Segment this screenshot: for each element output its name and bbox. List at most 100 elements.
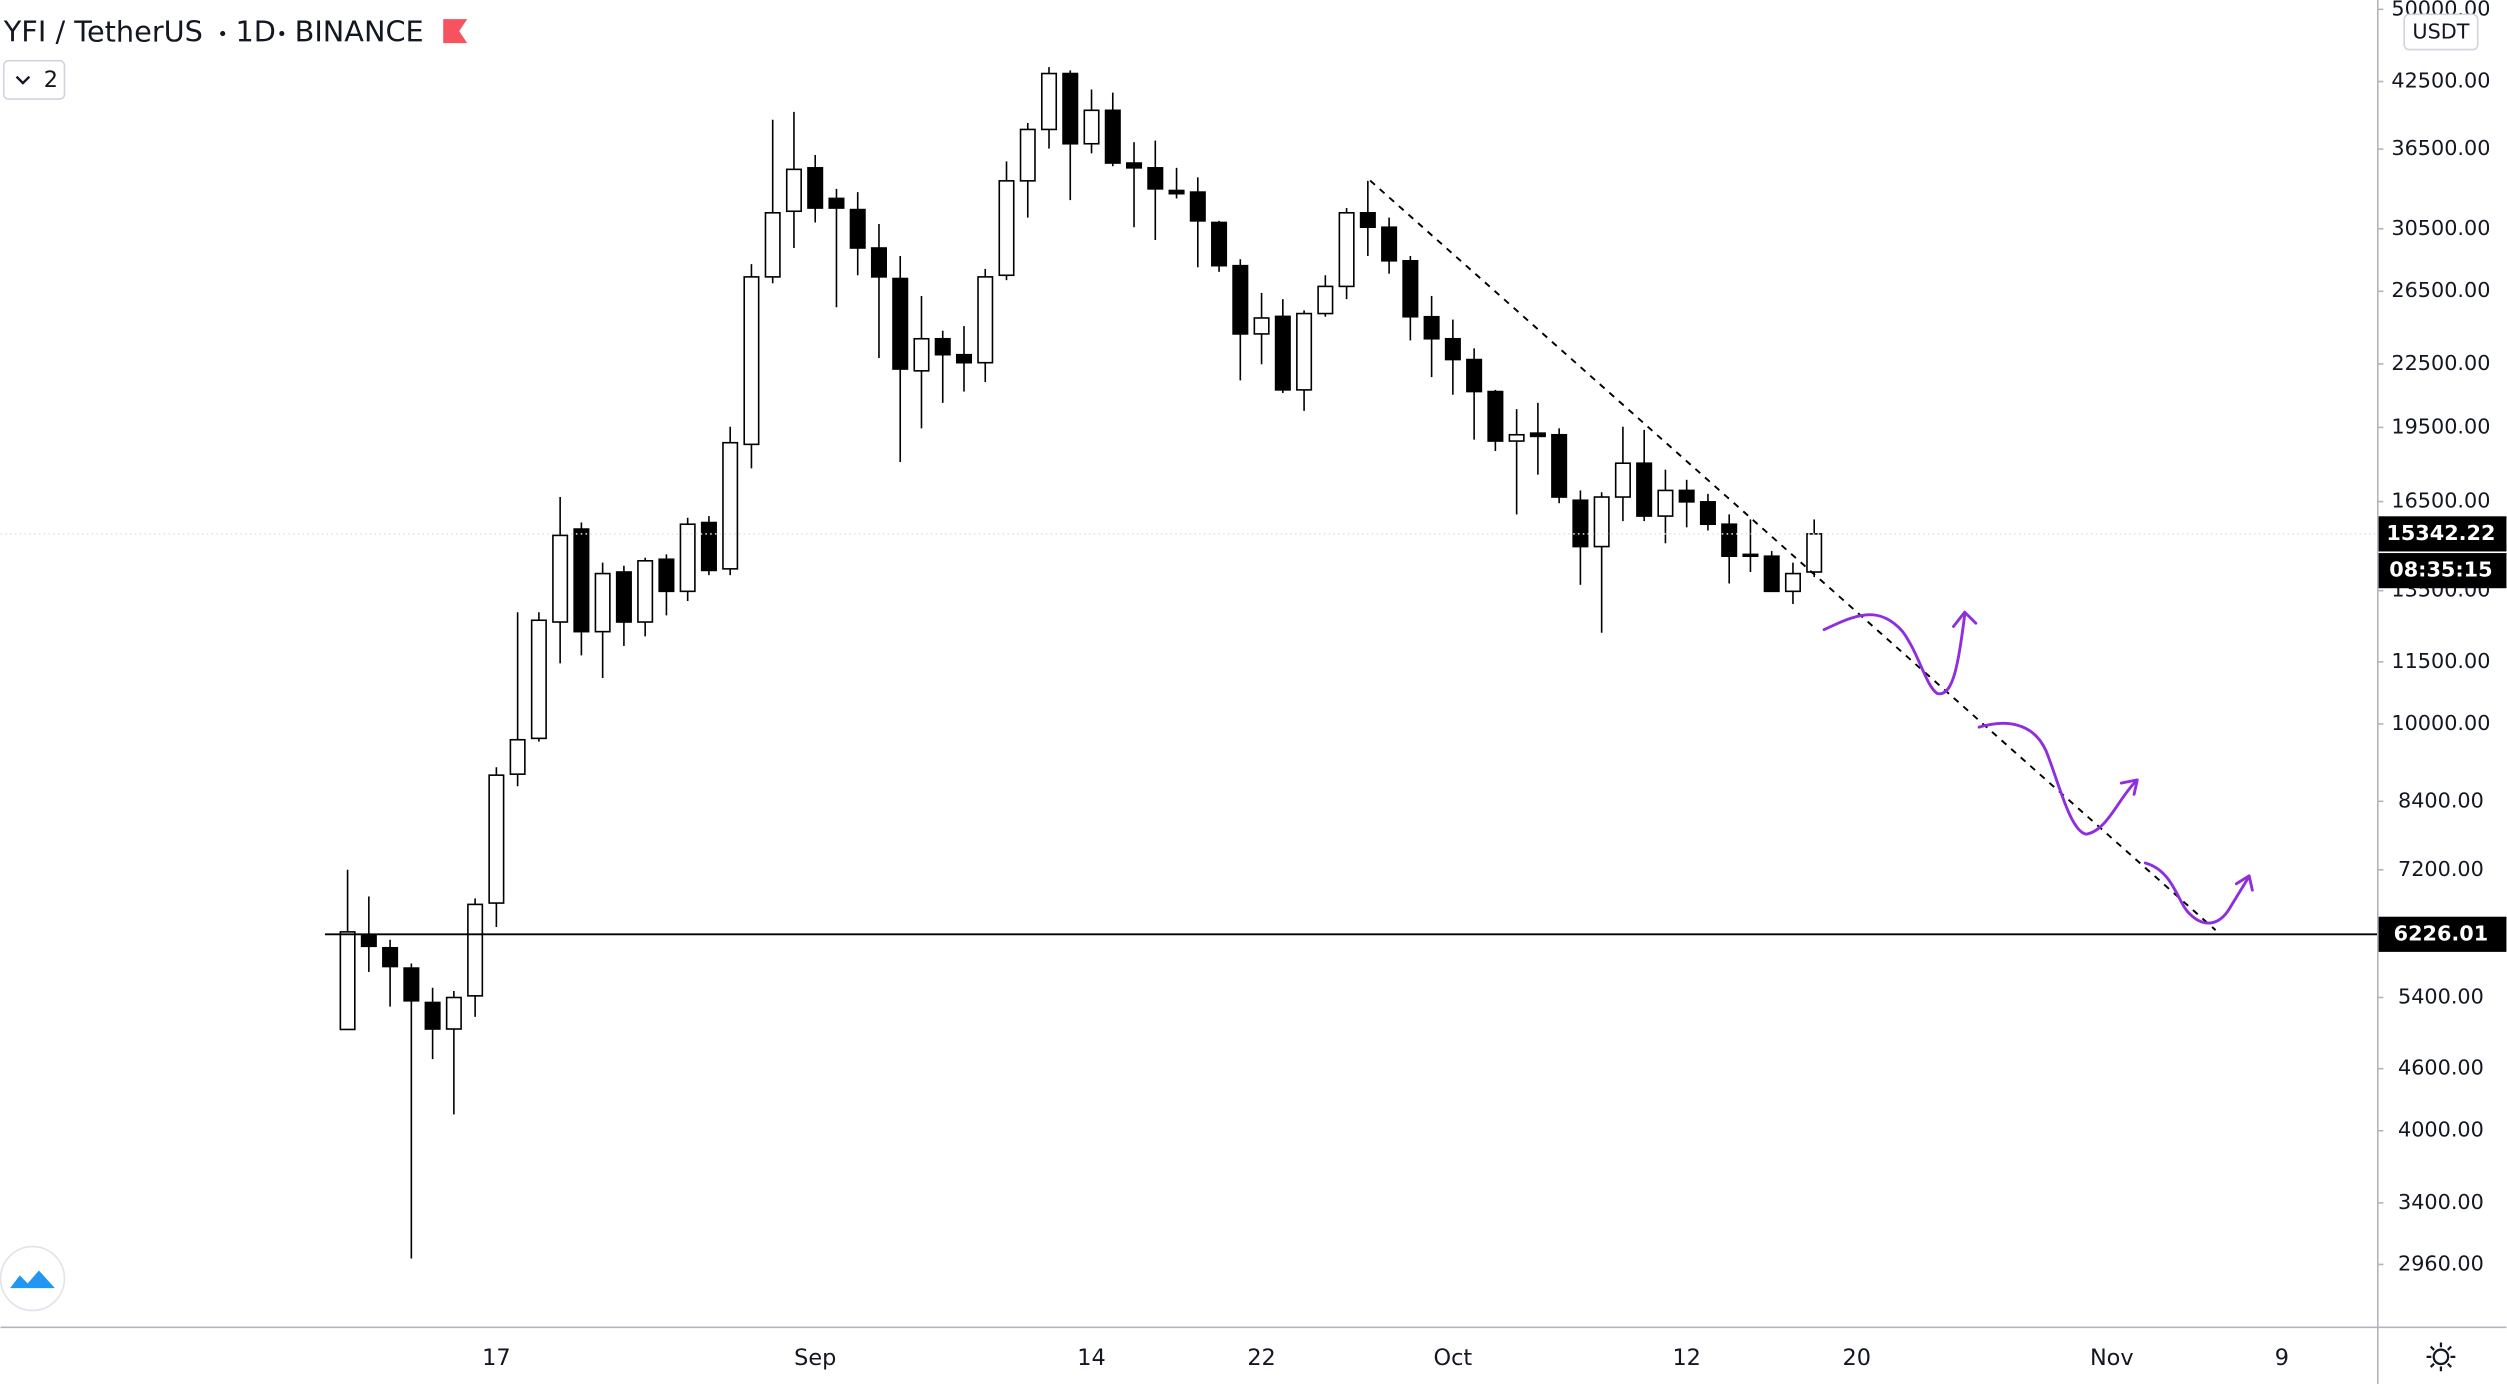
- candle-body: [615, 571, 632, 623]
- y-tick-label: 8400.00: [2398, 788, 2484, 812]
- candle-body: [403, 967, 420, 1002]
- separator: [279, 31, 285, 37]
- candle-body: [1699, 501, 1716, 526]
- price-labels: 15342.22 08:35:15 6226.01: [2378, 516, 2507, 952]
- candle-body: [1444, 337, 1461, 361]
- candle-body: [594, 572, 611, 633]
- candle-body: [1253, 317, 1270, 335]
- candle-body: [530, 619, 547, 740]
- candle-body: [1402, 259, 1419, 318]
- y-tick-label: 4600.00: [2398, 1056, 2484, 1080]
- candle-body: [1529, 432, 1546, 438]
- y-tick-label: 26500.00: [2391, 278, 2490, 302]
- axes: 50000.0042500.0036500.0030500.0026500.00…: [482, 0, 2490, 1371]
- x-tick-label: Oct: [1434, 1345, 1473, 1371]
- candle-body: [998, 180, 1015, 277]
- indicator-toggle[interactable]: 2: [2, 59, 66, 100]
- countdown-label: 08:35:15: [2389, 558, 2492, 582]
- candle-body: [764, 211, 781, 278]
- y-tick-label: 4000.00: [2398, 1118, 2484, 1142]
- candle-body: [977, 276, 994, 364]
- candle-body: [1636, 462, 1653, 517]
- candle-body: [679, 523, 696, 593]
- time-axis-panel: [0, 1327, 2507, 1384]
- candle-body: [849, 208, 866, 249]
- projection-arrow: [2234, 874, 2254, 892]
- y-tick-label: 42500.00: [2391, 69, 2490, 93]
- y-tick-label: 7200.00: [2398, 857, 2484, 881]
- last-price-label: 15342.22: [2386, 521, 2495, 545]
- candle-body: [785, 168, 802, 213]
- candle-body: [1678, 489, 1695, 503]
- candle-body: [1232, 264, 1249, 335]
- y-tick-label: 36500.00: [2391, 136, 2490, 160]
- candle-body: [637, 559, 654, 623]
- candle-body: [828, 197, 845, 209]
- candle-body: [552, 534, 569, 623]
- candle-body: [1806, 533, 1823, 573]
- y-tick-label: 22500.00: [2391, 351, 2490, 375]
- candle-body: [807, 167, 824, 209]
- candle-body: [658, 558, 675, 593]
- indicator-box[interactable]: [2, 59, 66, 100]
- trend-line: [1369, 179, 2217, 931]
- gear-icon[interactable]: [2432, 1348, 2450, 1366]
- candle-body: [1040, 72, 1058, 131]
- candle-body: [509, 738, 526, 775]
- candle-body: [573, 528, 590, 633]
- price-axis-panel: [2377, 0, 2507, 1384]
- currency-button[interactable]: USDT: [2403, 13, 2479, 51]
- x-tick-label: Sep: [794, 1345, 836, 1371]
- x-tick-label: 22: [1247, 1345, 1275, 1371]
- candle-body: [870, 247, 887, 278]
- candle-body: [339, 931, 356, 1031]
- candle-body: [1742, 553, 1759, 558]
- currency-box[interactable]: [2403, 13, 2479, 51]
- candle-body: [1593, 496, 1610, 548]
- candle-body: [1614, 462, 1631, 498]
- settings-button[interactable]: [2426, 1342, 2456, 1372]
- interval[interactable]: 1D: [235, 15, 275, 49]
- candle-body: [488, 774, 505, 904]
- candle-body: [1466, 358, 1483, 393]
- last-price-box: [2378, 516, 2507, 552]
- exchange: BINANCE: [295, 15, 424, 49]
- candle-body: [1359, 211, 1376, 229]
- candle-body: [445, 996, 462, 1030]
- candle-body: [1317, 285, 1334, 315]
- candle-body: [1189, 191, 1206, 222]
- symbol[interactable]: YFI / TetherUS: [3, 15, 203, 49]
- gear-spokes: [2426, 1342, 2456, 1372]
- currency-label[interactable]: USDT: [2412, 20, 2469, 44]
- indicator-count[interactable]: 2: [44, 67, 58, 93]
- candle-body: [1062, 72, 1079, 145]
- candle-body: [1381, 226, 1398, 262]
- candle-body: [1019, 128, 1036, 182]
- candle-body: [1126, 162, 1143, 169]
- candle-body: [360, 933, 377, 948]
- chevron-icon: [15, 75, 31, 85]
- y-tick-label: 10000.00: [2391, 711, 2490, 735]
- header: YFI / TetherUS 1D BINANCE: [3, 15, 468, 49]
- projection-path: [1822, 613, 1967, 696]
- x-tick-label: Nov: [2090, 1345, 2134, 1371]
- candle-body: [1721, 523, 1738, 558]
- candle-body: [1211, 221, 1228, 267]
- candle-body: [1104, 109, 1121, 164]
- candle-body: [1423, 315, 1440, 340]
- candle-body: [1551, 433, 1568, 498]
- candle-body: [892, 277, 909, 370]
- level-price-box: [2378, 916, 2507, 952]
- candle-body: [743, 276, 760, 446]
- candle-body: [1763, 555, 1780, 593]
- separator: [220, 31, 226, 37]
- x-tick-label: 14: [1077, 1345, 1105, 1371]
- candle-body: [1508, 433, 1525, 442]
- tradingview-logo[interactable]: [0, 1245, 66, 1312]
- flag-icon[interactable]: [443, 19, 468, 44]
- candle-body: [700, 521, 717, 572]
- drawings: [1369, 179, 2254, 931]
- y-tick-label: 5400.00: [2398, 984, 2484, 1008]
